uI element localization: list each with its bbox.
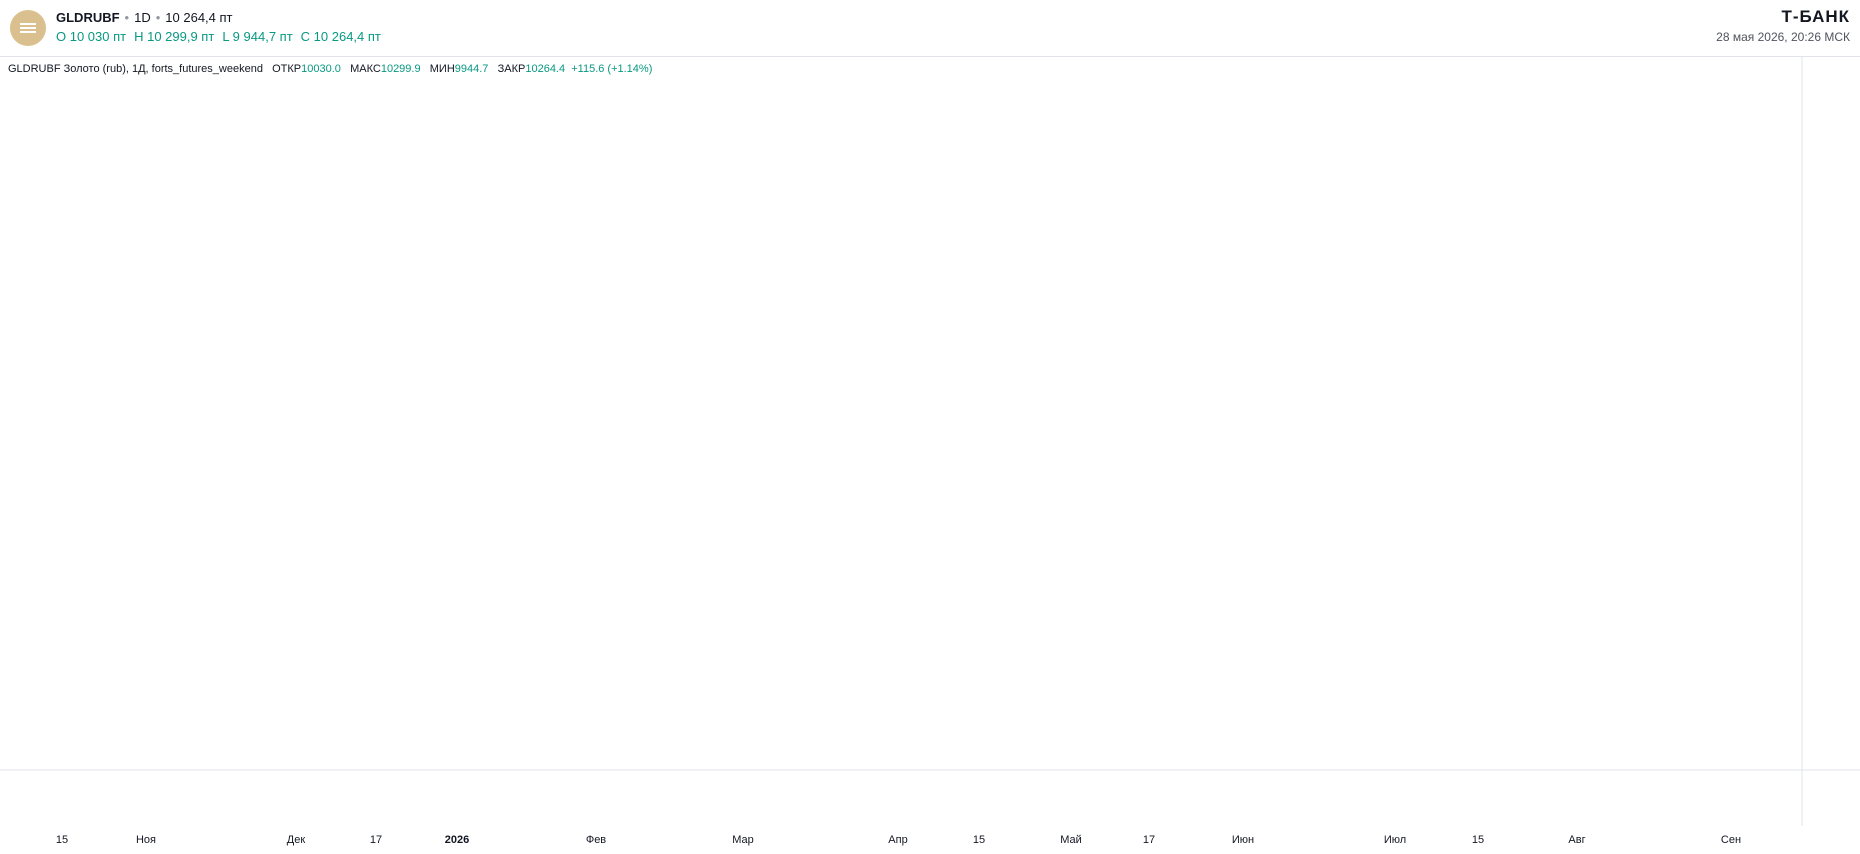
- x-tick-label: Июл: [1384, 834, 1406, 846]
- timestamp: 28 мая 2026, 20:26 МСК: [1716, 30, 1850, 44]
- legend-title: GLDRUBF Золото (rub), 1Д, forts_futures_…: [8, 63, 263, 75]
- brand-logo: Т-БАНК: [1781, 7, 1850, 26]
- legend-close-label: ЗАКР: [497, 63, 526, 75]
- x-tick-label: Авг: [1568, 834, 1585, 846]
- legend-open-label: ОТКР: [272, 63, 302, 75]
- ohlc-values: O 10 030 пт H 10 299,9 пт L 9 944,7 пт C 10…: [56, 29, 389, 44]
- low-value: L 9 944,7 пт: [222, 29, 293, 44]
- legend-open-value: 10030.0: [301, 63, 341, 75]
- last-price: 10 264,4 пт: [165, 10, 233, 25]
- x-tick-label: Сен: [1721, 834, 1741, 846]
- x-tick-label: 15: [973, 834, 985, 846]
- interval[interactable]: 1D: [134, 10, 151, 25]
- symbol-name[interactable]: GLDRUBF: [56, 10, 120, 25]
- close-value: C 10 264,4 пт: [300, 29, 381, 44]
- legend-close-value: 10264.4: [525, 63, 566, 75]
- x-tick-label: 15: [56, 834, 68, 846]
- x-tick-label: 17: [1143, 834, 1155, 846]
- top-bar: GLDRUBF • 1D • 10 264,4 пт O 10 030 пт H 10 2…: [0, 0, 1860, 57]
- x-tick-label: 2026: [445, 834, 469, 846]
- chart-legend: GLDRUBF Золото (rub), 1Д, forts_futures_…: [8, 63, 652, 75]
- x-tick-label: Мар: [732, 834, 754, 846]
- x-tick-label: Фев: [586, 834, 606, 846]
- open-value: O 10 030 пт: [56, 29, 127, 44]
- x-tick-label: 15: [1472, 834, 1484, 846]
- price-chart[interactable]: 9250.09500.09750.010000.010250.010500.01…: [0, 56, 1860, 854]
- x-tick-label: Май: [1060, 834, 1082, 846]
- legend-low-value: 9944.7: [454, 63, 489, 75]
- x-tick-label: Июн: [1232, 834, 1254, 846]
- legend-high-value: 10299.9: [380, 63, 421, 75]
- legend-low-label: МИН: [429, 63, 455, 75]
- x-tick-label: Ноя: [136, 834, 156, 846]
- legend-high-label: МАКС: [350, 63, 381, 75]
- high-value: H 10 299,9 пт: [134, 29, 215, 44]
- x-tick-label: 17: [370, 834, 382, 846]
- x-tick-label: Апр: [888, 834, 907, 846]
- ticker-line: GLDRUBF • 1D • 10 264,4 пт: [56, 10, 233, 25]
- legend-change: +115.6 (+1.14%): [571, 63, 653, 75]
- x-tick-label: Дек: [287, 834, 306, 846]
- instrument-logo-icon: [10, 10, 46, 46]
